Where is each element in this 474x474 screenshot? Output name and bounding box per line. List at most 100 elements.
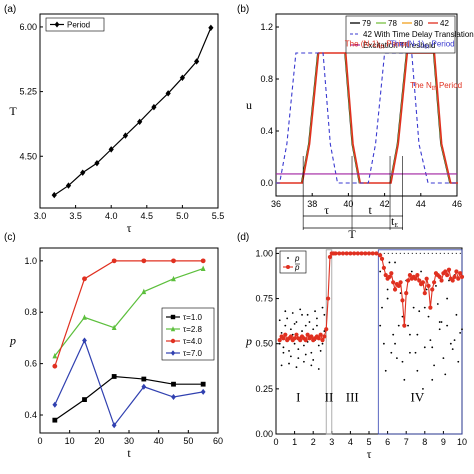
data-point: [284, 310, 287, 313]
data-point: [303, 337, 308, 343]
panel-a: 3.0 3.5 4.0 4.5 5.0 5.5 4.50 5.25 6.00 τ T (a) Perio…: [4, 4, 224, 235]
data-point: [422, 387, 424, 390]
legend-box: [45, 17, 105, 32]
data-point: [333, 251, 338, 256]
data-point: [457, 360, 460, 363]
data-point: [403, 378, 406, 381]
x-tick-label: 10: [457, 437, 467, 447]
legend-entry: p: [294, 254, 300, 263]
data-point: [111, 324, 117, 331]
data-point: [433, 364, 435, 367]
series-line: [276, 52, 458, 184]
data-point: [325, 296, 331, 301]
y-tick-label: 0.00: [255, 429, 273, 439]
data-point: [427, 315, 430, 318]
data-point: [456, 276, 461, 281]
data-point: [390, 351, 393, 354]
y-tick-label: 1.0: [24, 256, 37, 266]
data-point: [398, 280, 403, 285]
data-point: [396, 283, 401, 289]
data-point: [370, 251, 375, 256]
data-point: [439, 278, 444, 283]
region-label: II: [325, 389, 334, 404]
legend-entry: 79: [362, 19, 371, 28]
data-point: [446, 324, 449, 327]
data-point: [283, 332, 288, 337]
y-tick-label: 1.00: [255, 248, 273, 258]
region-box: [377, 249, 463, 435]
series-line: [276, 52, 458, 184]
data-point: [316, 317, 318, 320]
data-point: [320, 337, 325, 343]
x-tick-label: 5: [366, 437, 371, 447]
data-point: [301, 313, 303, 316]
y-tick-label: 1.2: [260, 22, 273, 32]
data-point: [443, 269, 448, 274]
data-point: [286, 265, 290, 269]
data-point: [402, 323, 407, 328]
data-point: [312, 359, 315, 361]
data-point: [396, 357, 398, 360]
data-point: [363, 251, 368, 256]
y-axis-label: T: [9, 104, 17, 118]
x-tick-label: 40: [343, 199, 353, 209]
data-point: [293, 342, 296, 345]
data-point: [310, 351, 313, 354]
data-point: [425, 288, 428, 291]
data-point: [429, 339, 432, 341]
y-tick-label: 5.25: [19, 87, 37, 97]
data-point: [65, 182, 72, 189]
data-point: [374, 251, 379, 256]
data-point: [438, 328, 441, 331]
data-point: [422, 291, 427, 296]
data-point: [51, 191, 57, 199]
data-point: [171, 258, 176, 264]
data-point: [418, 310, 421, 313]
data-point: [295, 321, 298, 323]
legend-box: [279, 250, 307, 274]
data-point: [381, 306, 383, 309]
y-axis-label: u: [246, 98, 252, 112]
data-point: [381, 265, 386, 270]
series-line: [276, 52, 457, 184]
panel-label: (d): [237, 232, 249, 243]
data-point: [344, 251, 349, 256]
x-axis-label: τ: [367, 447, 372, 461]
data-point: [171, 394, 176, 401]
series-line: [54, 338, 204, 427]
data-point: [436, 303, 439, 305]
data-point: [442, 357, 445, 360]
tau-marker: τ: [324, 203, 329, 217]
data-point: [141, 288, 147, 295]
data-point: [282, 346, 285, 349]
series-line: [279, 252, 463, 342]
y-tick-label: 0.8: [260, 74, 273, 84]
data-point: [304, 353, 307, 356]
data-point: [387, 274, 392, 279]
y-axis-label: p: [9, 334, 16, 348]
data-point: [308, 321, 311, 323]
data-point: [317, 368, 320, 370]
data-point: [423, 346, 426, 349]
data-point: [319, 350, 322, 352]
data-point: [391, 280, 396, 285]
y-tick-label: 0.0: [260, 178, 273, 188]
series-line: [54, 267, 204, 357]
x-tick-label: 8: [422, 437, 427, 447]
data-point: [277, 337, 282, 343]
data-point: [321, 306, 324, 309]
data-point: [52, 417, 58, 423]
data-point: [388, 261, 391, 264]
data-point: [384, 369, 387, 372]
panel-label: (b): [237, 4, 249, 15]
data-point: [455, 313, 458, 316]
data-point: [355, 251, 360, 256]
data-point: [111, 422, 117, 429]
data-point: [200, 258, 206, 264]
data-point: [309, 334, 314, 339]
data-point: [200, 265, 206, 271]
data-point: [278, 342, 281, 345]
data-point: [379, 256, 385, 261]
data-point: [321, 342, 324, 345]
data-point: [171, 275, 176, 282]
